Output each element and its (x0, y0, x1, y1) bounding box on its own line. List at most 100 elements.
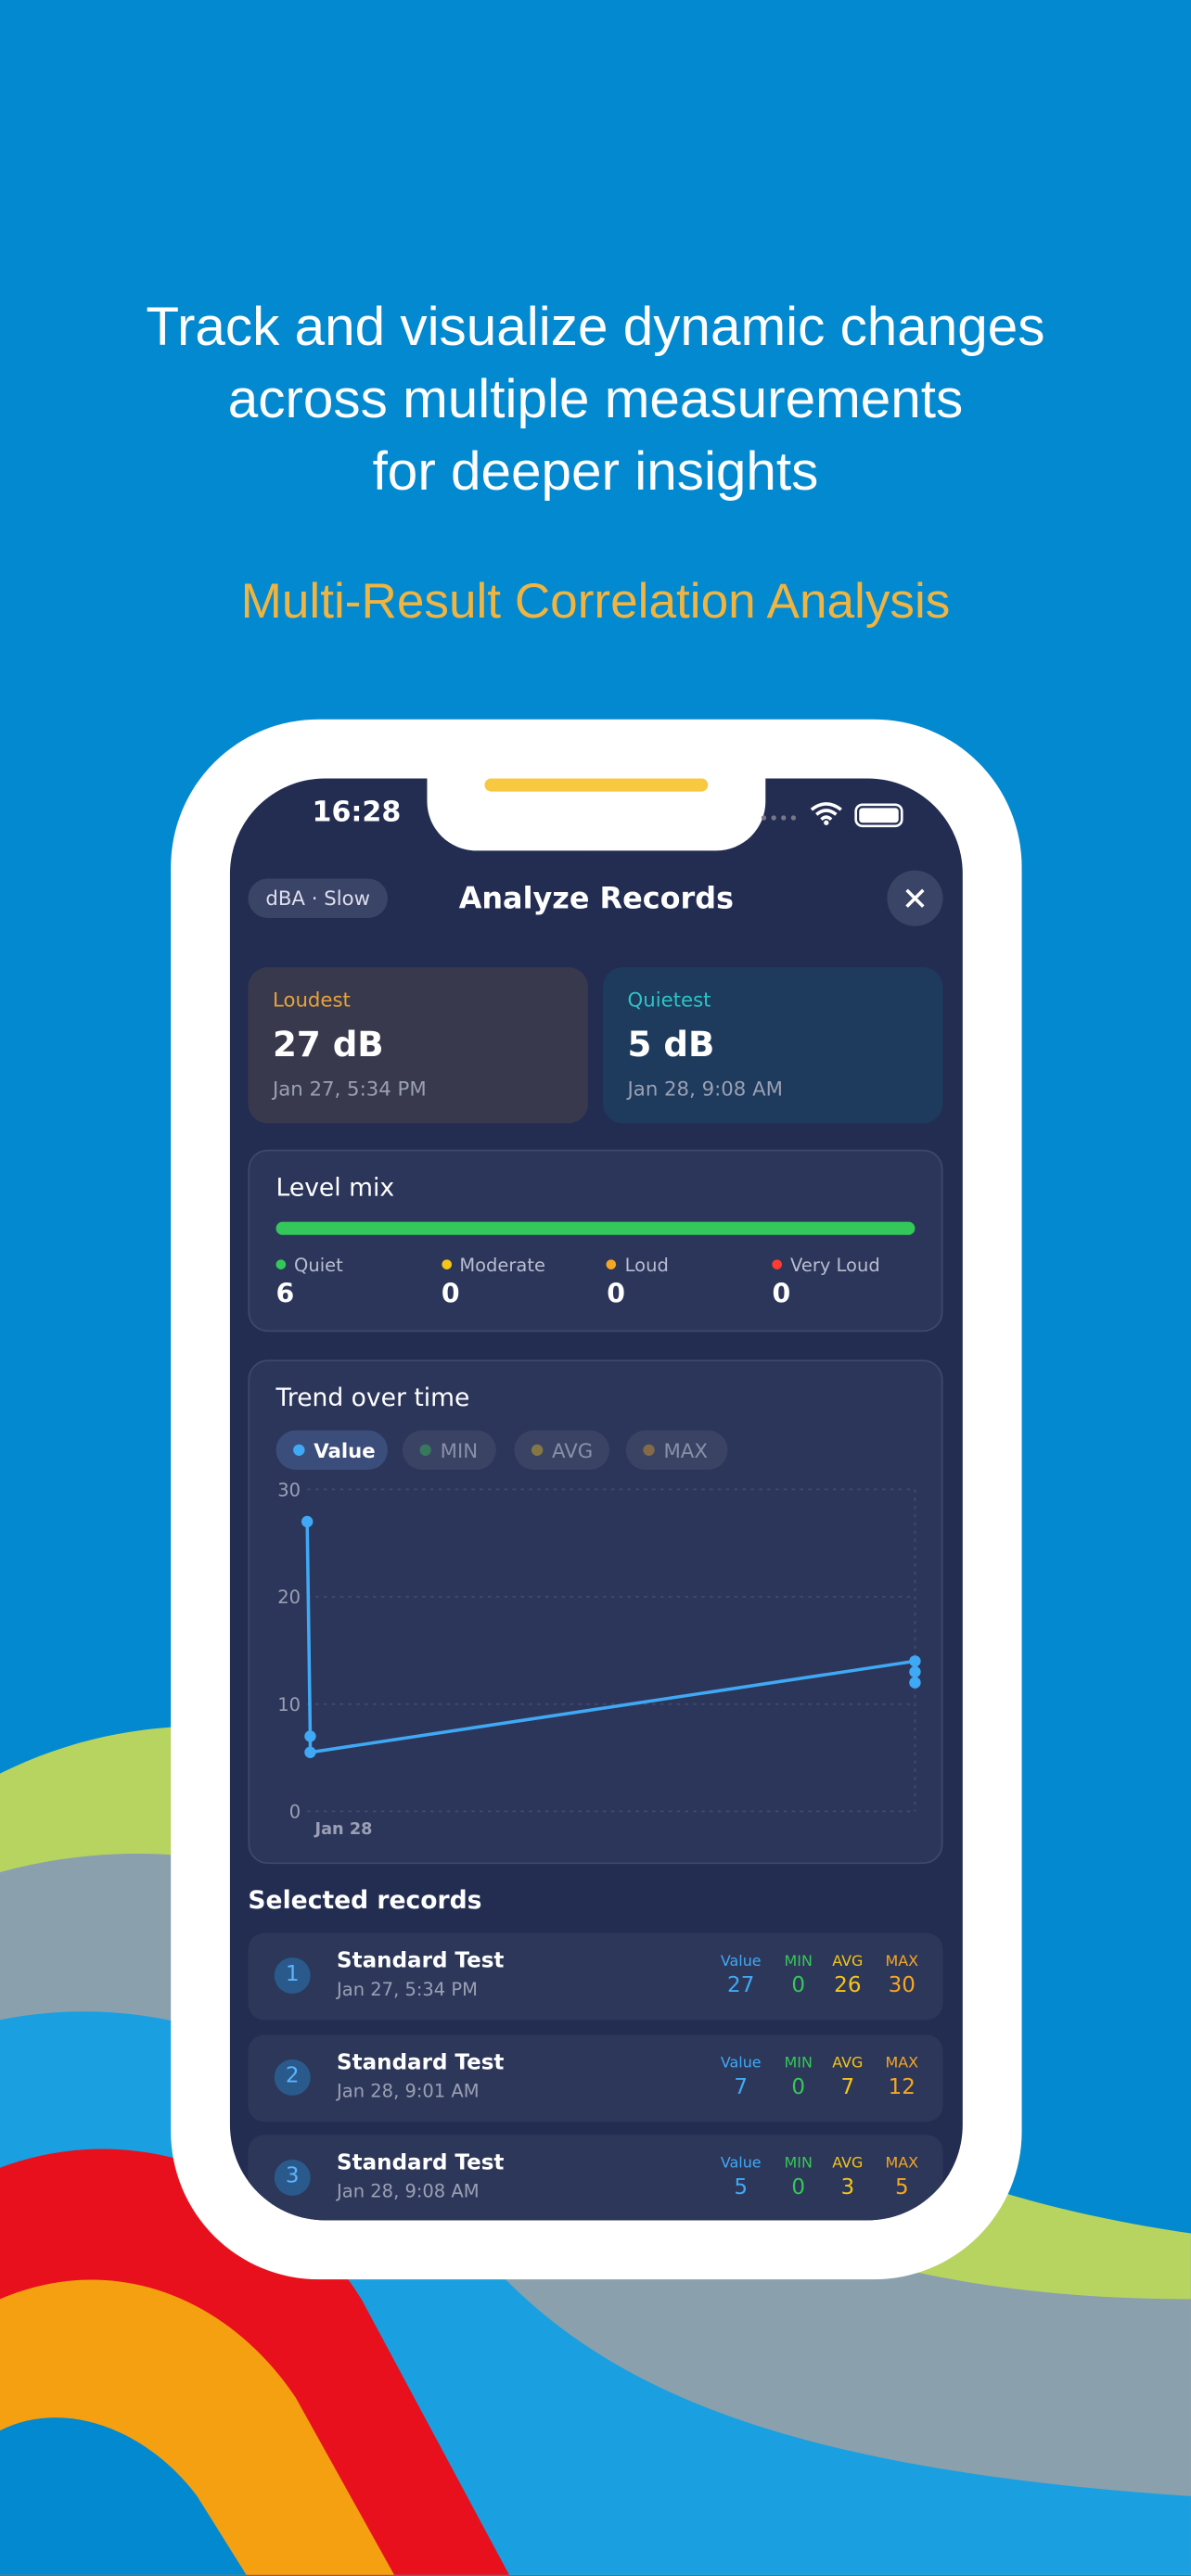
stat-header: AVG (832, 2156, 864, 2174)
status-time: 16:28 (312, 796, 402, 830)
record-index: 2 (285, 2063, 300, 2088)
quietest-card (602, 967, 943, 1124)
level-dot (772, 1259, 783, 1269)
mode-chip[interactable] (248, 878, 388, 918)
x-tick-label: Jan 28 (314, 1820, 373, 1839)
y-tick-label: 20 (277, 1587, 301, 1608)
y-tick-label: 10 (277, 1694, 301, 1715)
level-count: 0 (441, 1277, 460, 1309)
record-index-badge (274, 2058, 311, 2095)
level-label: Quiet (294, 1255, 343, 1277)
stat-value: 0 (791, 1973, 806, 1999)
y-tick-label: 30 (277, 1479, 301, 1500)
record-index-badge (274, 1958, 311, 1994)
card-date: Jan 28, 9:08 AM (627, 1077, 783, 1101)
toggle-label: Value (314, 1440, 375, 1463)
card-date: Jan 27, 5:34 PM (272, 1077, 427, 1101)
level-dot (275, 1259, 287, 1269)
level-count: 0 (772, 1277, 791, 1309)
toggle-dot (531, 1444, 544, 1456)
data-point (909, 1677, 921, 1689)
trend-chart: Value MIN AVG MAX 0 10 20 30 Jan 28 (275, 1430, 921, 1839)
card-value: 5 dB (627, 1025, 715, 1065)
stat-header: MAX (885, 2055, 919, 2072)
series-toggle[interactable] (402, 1430, 496, 1471)
mode-label: dBA · Slow (265, 886, 371, 911)
stat-value: 12 (888, 2074, 916, 2100)
stat-value: 26 (834, 1973, 862, 1999)
card-label: Loudest (272, 988, 351, 1012)
level-dot (607, 1259, 617, 1269)
record-index: 1 (285, 1962, 300, 1987)
headline: for deeper insights (372, 440, 819, 502)
record-row (248, 1932, 943, 2021)
series-toggle[interactable] (625, 1430, 728, 1471)
toggle-label: AVG (552, 1440, 593, 1463)
chart-title: Trend over time (275, 1383, 470, 1413)
toggle-label: MIN (441, 1440, 478, 1463)
series-toggle[interactable] (275, 1430, 388, 1471)
y-tick-label: 0 (289, 1801, 301, 1822)
data-point (301, 1515, 314, 1528)
level-mix-title: Level mix (275, 1172, 395, 1203)
stat-header: AVG (832, 1954, 864, 1971)
screen-title: Analyze Records (458, 882, 735, 917)
level-mix-card (248, 1149, 943, 1333)
level-bar (275, 1221, 916, 1235)
stat-value: 30 (888, 1973, 916, 1999)
level-dot (441, 1259, 452, 1269)
level-label: Loud (624, 1255, 669, 1277)
stat-value: 0 (791, 2175, 806, 2201)
data-point (304, 1730, 316, 1742)
headline: across multiple measurements (227, 367, 964, 429)
stat-value: 5 (894, 2175, 909, 2201)
stat-header: MAX (885, 2156, 919, 2174)
stat-header: Value (720, 2055, 762, 2072)
headline: Track and visualize dynamic changes (146, 295, 1045, 357)
subtitle: Multi-Result Correlation Analysis (240, 574, 951, 630)
stat-header: Value (720, 1954, 762, 1971)
stat-header: MIN (784, 2156, 813, 2174)
record-name: Standard Test (337, 2151, 505, 2176)
record-date: Jan 27, 5:34 PM (337, 1979, 478, 2001)
stat-value: 7 (734, 2074, 749, 2100)
series-line (305, 1521, 917, 1754)
record-name: Standard Test (337, 1949, 505, 1974)
stat-header: MAX (885, 1954, 919, 1971)
card-value: 27 dB (272, 1025, 384, 1065)
data-point (304, 1746, 316, 1758)
stat-header: AVG (832, 2055, 864, 2072)
stat-value: 3 (840, 2175, 855, 2201)
stat-header: MIN (784, 1954, 813, 1971)
record-date: Jan 28, 9:01 AM (337, 2079, 480, 2101)
close-button[interactable] (887, 870, 943, 926)
loudest-card (248, 967, 589, 1124)
toggle-dot (643, 1444, 655, 1456)
level-count: 0 (607, 1277, 625, 1309)
record-name: Standard Test (337, 2050, 505, 2075)
level-label: Moderate (459, 1255, 545, 1277)
status-icons (761, 802, 903, 828)
toggle-dot (419, 1444, 431, 1456)
notch-accent (484, 778, 709, 792)
data-point (909, 1665, 921, 1678)
data-point (909, 1655, 921, 1667)
record-row (248, 2034, 943, 2122)
record-index: 3 (285, 2164, 300, 2189)
stat-header: Value (720, 2156, 762, 2174)
series-toggle[interactable] (514, 1430, 610, 1471)
record-date: Jan 28, 9:08 AM (337, 2180, 480, 2202)
records-title: Selected records (248, 1885, 482, 1915)
record-index-badge (274, 2159, 311, 2196)
stat-value: 7 (840, 2074, 855, 2100)
stat-value: 27 (727, 1973, 755, 1999)
level-count: 6 (275, 1277, 295, 1309)
toggle-label: MAX (663, 1440, 707, 1463)
level-label: Very Loud (790, 1255, 880, 1277)
stat-value: 5 (734, 2175, 749, 2201)
card-label: Quietest (627, 988, 711, 1012)
phone-screen: 16:28 dBA · Slow Analyze Records Loudest… (229, 778, 963, 2221)
stat-value: 0 (791, 2074, 806, 2100)
